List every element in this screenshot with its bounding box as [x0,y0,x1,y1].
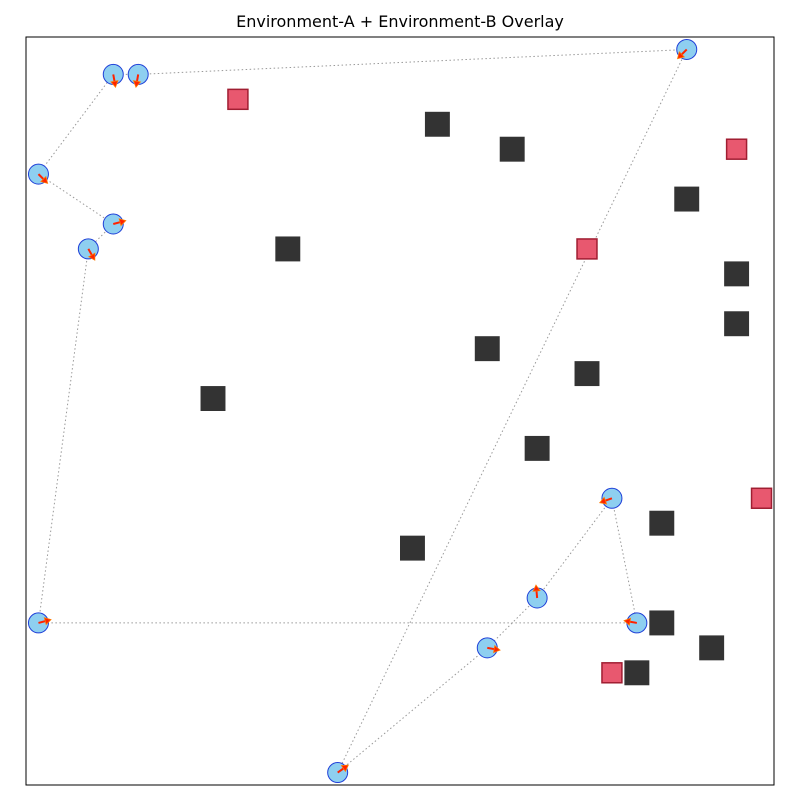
obstacle-block [574,361,600,387]
trajectory-line [611,498,638,623]
obstacle-block [524,435,550,461]
heading-arrow-head [40,175,49,184]
agent-layer [27,38,698,784]
obstacle-block [200,386,226,411]
obstacle-block [624,660,650,686]
obstacle-block [400,535,425,561]
heading-arrow-head [623,617,632,626]
heading-arrow-head [110,80,119,88]
trajectory-line [337,49,688,773]
heading-arrow-head [676,51,686,60]
obstacle-layer [200,111,750,686]
obstacle-block [674,186,700,212]
obstacle-block [424,111,450,137]
heading-arrow-head [493,644,501,654]
goal-layer [227,88,773,684]
path-layer [37,49,688,773]
heading-arrow-head [118,218,127,227]
heading-arrow-head [87,252,96,261]
goal-marker [601,662,623,684]
obstacle-block [649,610,675,636]
obstacle-block [724,261,750,287]
goal-marker [750,487,773,509]
heading-arrow-head [43,617,52,626]
trajectory-line [37,49,687,623]
heading-arrow-head [132,80,142,88]
goal-marker [725,138,748,160]
chart-title: Environment-A + Environment-B Overlay [236,12,564,31]
plot-frame [25,36,775,786]
obstacle-block [474,336,500,362]
obstacle-block [275,236,301,262]
goal-marker [576,238,598,260]
heading-arrow-head [598,496,608,505]
obstacle-block [649,510,675,536]
obstacle-block [724,311,750,337]
obstacle-block [699,635,725,661]
goal-marker [227,88,249,111]
obstacle-block [499,136,525,162]
heading-arrow-head [340,764,349,773]
heading-arrow-head [532,584,541,592]
